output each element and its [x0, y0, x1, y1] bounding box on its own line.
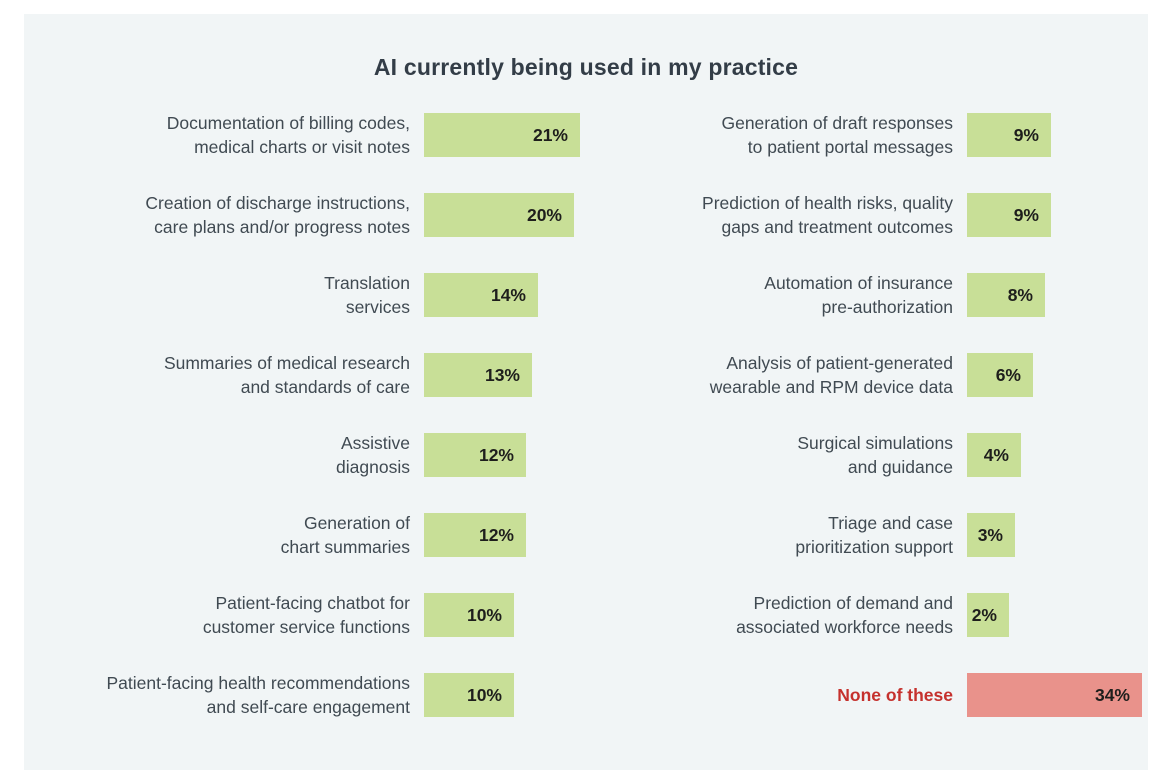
chart-title: AI currently being used in my practice — [373, 54, 799, 80]
bar: 2% — [967, 593, 1009, 637]
bar: 10% — [424, 673, 514, 717]
bar-row: Patient-facing health recommendations an… — [24, 655, 586, 735]
bar-value: 2% — [971, 604, 997, 625]
bar-label: Triage and case prioritization support — [795, 513, 953, 557]
bar-label: Summaries of medical research and standa… — [163, 353, 410, 397]
bar-label: Creation of discharge instructions, care… — [145, 193, 410, 237]
bar-label: Patient-facing health recommendations an… — [106, 673, 410, 717]
column-left: Documentation of billing codes, medical … — [24, 95, 586, 735]
bar-zone: 10% — [424, 673, 586, 717]
bar: 34% — [967, 673, 1142, 717]
bar-zone: 8% — [967, 273, 1148, 317]
bar-value: 8% — [1007, 284, 1033, 305]
bar: 10% — [424, 593, 514, 637]
bar-label: Generation of draft responses to patient… — [721, 113, 953, 157]
bar-row: Creation of discharge instructions, care… — [24, 175, 586, 255]
chart-panel: AI currently being used in my practice D… — [24, 14, 1148, 770]
bar-label: None of these — [837, 685, 953, 705]
bar-row: Summaries of medical research and standa… — [24, 335, 586, 415]
bar-value: 3% — [977, 524, 1003, 545]
bar-zone: 20% — [424, 193, 586, 237]
bar-row: Generation of chart summaries 12% — [24, 495, 586, 575]
bar-value: 9% — [1013, 204, 1039, 225]
bar: 4% — [967, 433, 1021, 477]
bar-value: 20% — [526, 204, 562, 225]
bar-row: Triage and case prioritization support 3… — [586, 495, 1148, 575]
bar-row: Analysis of patient-generated wearable a… — [586, 335, 1148, 415]
bar-label: Analysis of patient-generated wearable a… — [709, 353, 953, 397]
bar-zone: 4% — [967, 433, 1148, 477]
bar-zone: 3% — [967, 513, 1148, 557]
bar-zone: 34% — [967, 673, 1148, 717]
bar-label: Generation of chart summaries — [280, 513, 410, 557]
bar-value: 13% — [484, 364, 520, 385]
bar-zone: 13% — [424, 353, 586, 397]
bar-label: Prediction of health risks, quality gaps… — [702, 193, 953, 237]
bar-row: Surgical simulations and guidance 4% — [586, 415, 1148, 495]
bar: 21% — [424, 113, 580, 157]
column-right: Generation of draft responses to patient… — [586, 95, 1148, 735]
bar: 3% — [967, 513, 1015, 557]
bar-value: 21% — [532, 124, 568, 145]
bar-row: Documentation of billing codes, medical … — [24, 95, 586, 175]
bar: 8% — [967, 273, 1045, 317]
bar-zone: 14% — [424, 273, 586, 317]
bar-label: Prediction of demand and associated work… — [736, 593, 953, 637]
bar-value: 9% — [1013, 124, 1039, 145]
bar-row: Automation of insurance pre-authorizatio… — [586, 255, 1148, 335]
bar-zone: 6% — [967, 353, 1148, 397]
bar-row: None of these 34% — [586, 655, 1148, 735]
bar-value: 10% — [466, 604, 502, 625]
bar: 12% — [424, 513, 526, 557]
bar-value: 12% — [478, 524, 514, 545]
bar: 12% — [424, 433, 526, 477]
bar-value: 34% — [1094, 684, 1130, 705]
bar-label: Automation of insurance pre-authorizatio… — [764, 273, 953, 317]
chart-columns: Documentation of billing codes, medical … — [24, 95, 1148, 735]
bar-row: Assistive diagnosis 12% — [24, 415, 586, 495]
bar-zone: 2% — [967, 593, 1148, 637]
bar: 9% — [967, 193, 1051, 237]
bar-row: Prediction of demand and associated work… — [586, 575, 1148, 655]
bar-label: Documentation of billing codes, medical … — [166, 113, 410, 157]
bar-zone: 10% — [424, 593, 586, 637]
bar: 14% — [424, 273, 538, 317]
bar-label: Assistive diagnosis — [336, 433, 410, 477]
bar-row: Translation services 14% — [24, 255, 586, 335]
bar-label: Translation services — [324, 273, 410, 317]
bar: 20% — [424, 193, 574, 237]
bar-value: 6% — [995, 364, 1021, 385]
bar-zone: 12% — [424, 433, 586, 477]
bar-row: Prediction of health risks, quality gaps… — [586, 175, 1148, 255]
bar-zone: 12% — [424, 513, 586, 557]
bar-row: Patient-facing chatbot for customer serv… — [24, 575, 586, 655]
bar: 13% — [424, 353, 532, 397]
bar-value: 14% — [490, 284, 526, 305]
bar-zone: 21% — [424, 113, 586, 157]
bar: 6% — [967, 353, 1033, 397]
bar-value: 10% — [466, 684, 502, 705]
bar-zone: 9% — [967, 193, 1148, 237]
bar-value: 12% — [478, 444, 514, 465]
bar-label: Surgical simulations and guidance — [797, 433, 953, 477]
bar-zone: 9% — [967, 113, 1148, 157]
bar-value: 4% — [983, 444, 1009, 465]
bar: 9% — [967, 113, 1051, 157]
bar-label: Patient-facing chatbot for customer serv… — [202, 593, 410, 637]
bar-row: Generation of draft responses to patient… — [586, 95, 1148, 175]
